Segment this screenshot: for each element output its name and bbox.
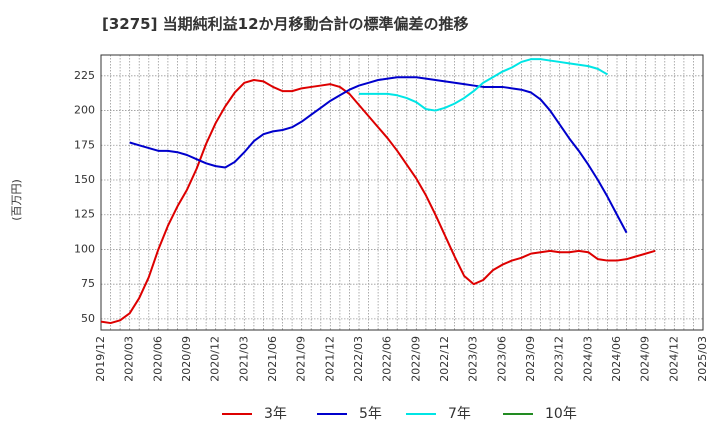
- x-tick-label: 2021/09: [295, 336, 308, 382]
- y-tick-label: 100: [74, 242, 95, 255]
- legend-label: 5年: [359, 406, 382, 422]
- y-axis-label: (百万円): [10, 179, 23, 221]
- x-tick-label: 2022/06: [381, 336, 394, 382]
- x-tick-label: 2023/09: [524, 336, 537, 382]
- plot-frame: [100, 54, 704, 331]
- x-tick-label: 2021/12: [323, 336, 336, 382]
- chart-title: [3275] 当期純利益12か月移動合計の標準偏差の推移: [102, 15, 469, 33]
- y-tick-label: 175: [74, 138, 95, 151]
- series-line-3年: [100, 79, 656, 325]
- y-tick-label: 125: [74, 208, 95, 221]
- x-tick-label: 2021/06: [266, 336, 279, 382]
- x-tick-label: 2024/12: [667, 336, 680, 382]
- x-tick-label: 2022/12: [438, 336, 451, 382]
- y-axis-ticks: 50 75 100 125 150 175 200 225: [74, 69, 95, 325]
- x-tick-label: 2020/03: [123, 336, 136, 382]
- grid-lines: [101, 55, 703, 330]
- x-tick-label: 2020/12: [209, 336, 222, 382]
- y-tick-label: 200: [74, 104, 95, 117]
- y-tick-label: 150: [74, 173, 95, 186]
- series-line-5年: [129, 76, 628, 234]
- x-tick-label: 2023/06: [495, 336, 508, 382]
- series-line-7年: [359, 58, 608, 112]
- legend-label: 10年: [545, 406, 577, 422]
- x-tick-label: 2024/06: [610, 336, 623, 382]
- x-tick-label: 2024/03: [581, 336, 594, 382]
- y-tick-label: 225: [74, 69, 95, 82]
- legend: 3年 5年 7年 10年: [222, 406, 577, 422]
- y-tick-label: 50: [81, 312, 95, 325]
- x-axis-ticks: 2019/12 2020/03 2020/06 2020/09 2020/12 2021/…: [94, 336, 709, 382]
- x-tick-label: 2023/12: [553, 336, 566, 382]
- legend-label: 7年: [448, 406, 471, 422]
- x-tick-label: 2020/06: [151, 336, 164, 382]
- x-tick-label: 2022/03: [352, 336, 365, 382]
- series-lines: [100, 58, 656, 325]
- x-tick-label: 2020/09: [180, 336, 193, 382]
- x-tick-label: 2021/03: [237, 336, 250, 382]
- legend-label: 3年: [264, 406, 287, 422]
- x-tick-label: 2019/12: [94, 336, 107, 382]
- x-tick-label: 2023/03: [467, 336, 480, 382]
- x-tick-label: 2024/09: [639, 336, 652, 382]
- x-tick-label: 2022/09: [409, 336, 422, 382]
- y-tick-label: 75: [81, 277, 95, 290]
- x-tick-label: 2025/03: [696, 336, 709, 382]
